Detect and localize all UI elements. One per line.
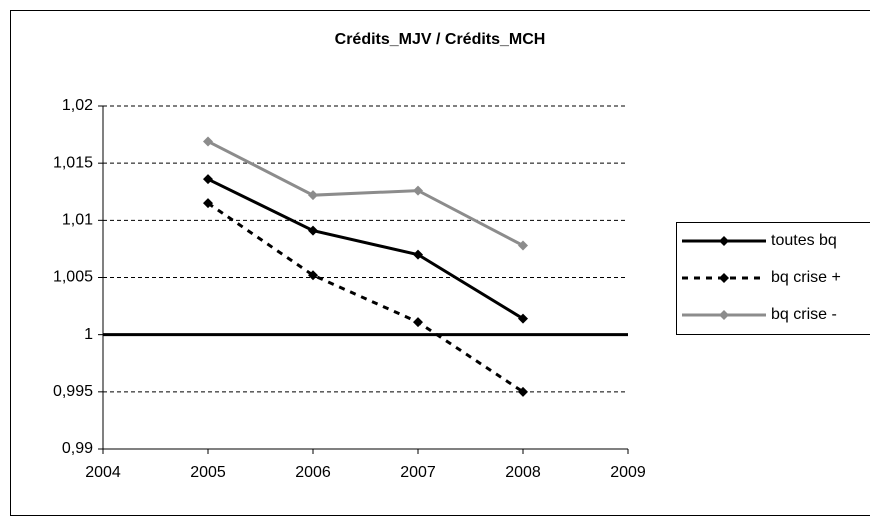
data-point bbox=[203, 174, 213, 185]
y-tick-label: 1,01 bbox=[62, 212, 93, 229]
x-tick-label: 2008 bbox=[505, 464, 541, 481]
x-tick-label: 2004 bbox=[85, 464, 121, 481]
x-tick-label: 2007 bbox=[400, 464, 436, 481]
data-point bbox=[203, 198, 213, 209]
legend-marker bbox=[719, 273, 729, 283]
legend-marker bbox=[719, 310, 729, 320]
series-line bbox=[207, 177, 524, 320]
data-point bbox=[203, 136, 213, 147]
y-tick-label: 1,015 bbox=[53, 154, 93, 171]
data-point bbox=[413, 317, 423, 328]
data-point bbox=[413, 249, 423, 260]
series-line bbox=[207, 140, 524, 247]
x-tick-label: 2006 bbox=[295, 464, 331, 481]
data-point bbox=[518, 313, 528, 324]
x-tick-label: 2005 bbox=[190, 464, 226, 481]
y-tick-label: 1,005 bbox=[53, 269, 93, 286]
series-line bbox=[207, 201, 524, 394]
legend-label: bq crise - bbox=[771, 306, 837, 323]
data-point bbox=[518, 240, 528, 251]
y-tick-label: 1,02 bbox=[62, 97, 93, 114]
x-tick-label: 2009 bbox=[610, 464, 646, 481]
chart-title: Crédits_MJV / Crédits_MCH bbox=[335, 31, 546, 48]
legend-label: toutes bq bbox=[771, 232, 837, 249]
data-point bbox=[308, 270, 318, 281]
data-point bbox=[308, 190, 318, 201]
y-tick-label: 1 bbox=[84, 326, 93, 343]
y-tick-label: 0,995 bbox=[53, 383, 93, 400]
data-point bbox=[308, 225, 318, 236]
legend-label: bq crise + bbox=[771, 269, 841, 286]
y-tick-label: 0,99 bbox=[62, 440, 93, 457]
legend-marker bbox=[719, 236, 729, 246]
data-point bbox=[413, 185, 423, 196]
data-point bbox=[518, 386, 528, 397]
